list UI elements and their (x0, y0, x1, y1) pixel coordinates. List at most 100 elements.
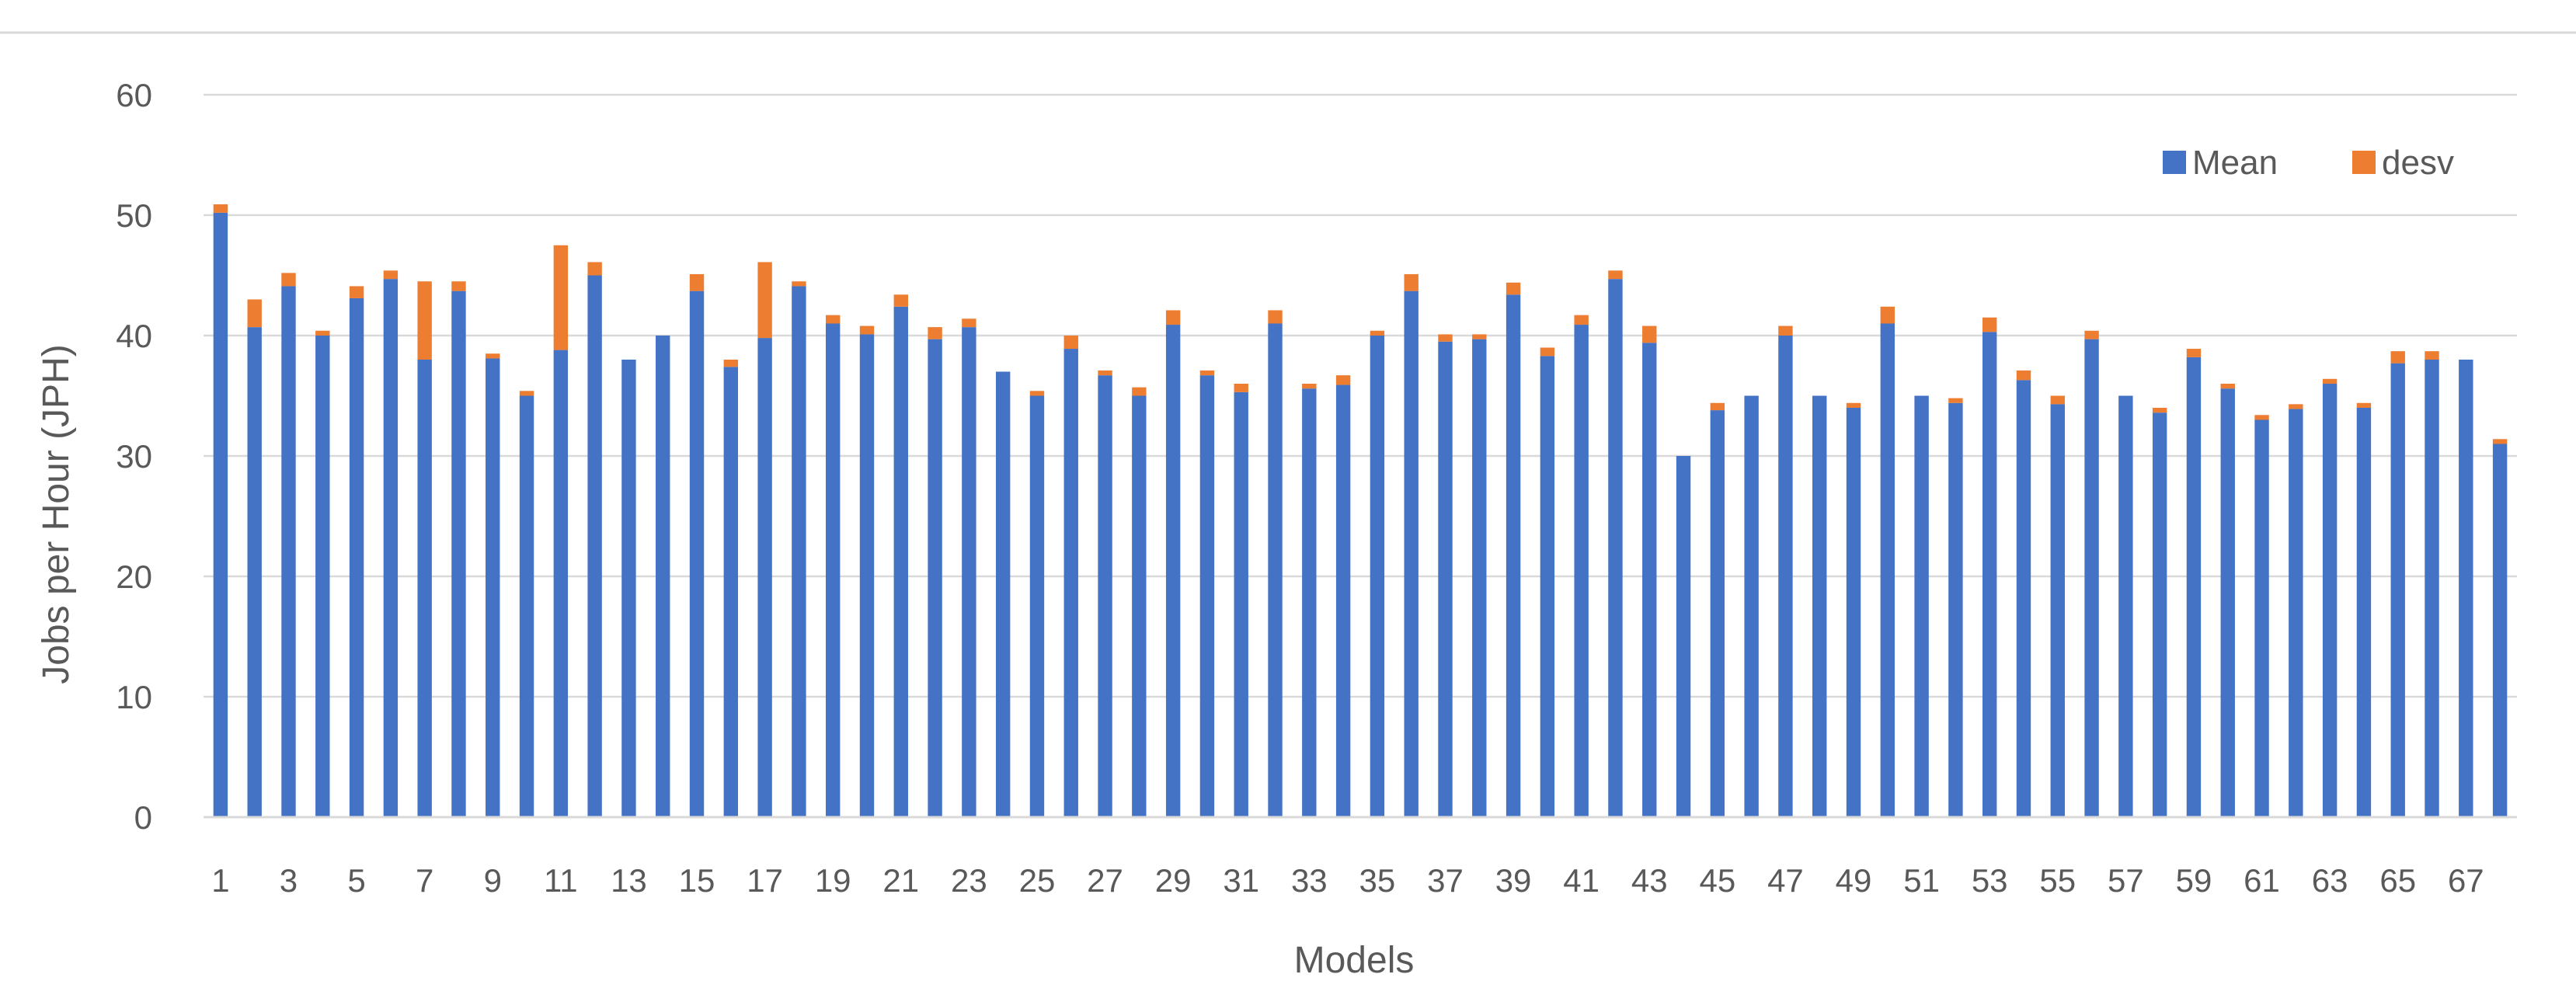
bar-mean (553, 350, 569, 818)
bar-desv (2289, 404, 2303, 409)
bar-mean (621, 360, 636, 817)
bar-mean (656, 336, 670, 817)
bar-desv (928, 327, 942, 339)
bar-desv (281, 273, 296, 287)
bar-mean (1302, 388, 1317, 817)
bar-desv (1642, 325, 1657, 343)
bar-desv (1778, 325, 1793, 336)
x-tick-label: 5 (347, 862, 365, 899)
bar-mean (1472, 339, 1487, 817)
bar-desv (1948, 398, 1963, 403)
bar-desv (1234, 384, 1248, 392)
bar-mean (2050, 404, 2065, 817)
bar-mean (383, 279, 399, 817)
bar-desv (1098, 370, 1112, 376)
bar-desv (2084, 330, 2099, 339)
bar-desv (1335, 375, 1351, 385)
bar-desv (451, 281, 466, 291)
bar-desv (1302, 384, 1317, 389)
x-tick-label: 41 (1563, 862, 1600, 899)
bar-mean (1846, 408, 1861, 817)
bar-desv (1608, 270, 1623, 280)
bar-mean (757, 338, 772, 818)
bar-mean (1812, 395, 1827, 817)
bar-mean (519, 395, 534, 817)
bar-mean (486, 358, 500, 817)
bar-mean (825, 323, 841, 817)
y-axis-title: Jobs per Hour (JPH) (36, 344, 77, 684)
bar-desv (349, 286, 364, 298)
bar-mean (1744, 395, 1759, 817)
x-axis-title: Models (1294, 940, 1415, 981)
bar-desv (417, 281, 432, 360)
bar-mean (2356, 408, 2372, 817)
x-tick-label: 33 (1291, 862, 1328, 899)
bar-mean (2016, 380, 2031, 818)
bar-desv (2220, 384, 2235, 389)
x-tick-label: 31 (1223, 862, 1259, 899)
y-tick-label: 60 (116, 77, 152, 113)
x-tick-label: 63 (2312, 862, 2348, 899)
bars (213, 204, 2508, 818)
bar-desv (1540, 347, 1555, 357)
y-tick-label: 20 (116, 558, 152, 595)
bar-mean (1370, 336, 1385, 817)
bar-desv (689, 273, 705, 291)
bar-desv (1370, 330, 1385, 336)
x-tick-label: 25 (1019, 862, 1056, 899)
bar-desv (2050, 395, 2065, 405)
bar-desv (2186, 349, 2202, 357)
x-tick-label: 35 (1359, 862, 1396, 899)
bar-mean (2118, 395, 2133, 817)
x-tick-label: 7 (416, 862, 433, 899)
bar-desv (1438, 334, 1453, 342)
x-tick-label: 39 (1495, 862, 1532, 899)
bar-mean (587, 275, 602, 817)
bar-desv (893, 294, 908, 307)
bar-mean (1132, 395, 1147, 817)
bar-desv (859, 325, 875, 335)
bar-mean (349, 297, 364, 817)
x-tick-label: 27 (1087, 862, 1123, 899)
bar-desv (486, 353, 500, 359)
bar-desv (2322, 378, 2338, 384)
bar-mean (1676, 456, 1691, 817)
bar-mean (1982, 332, 1997, 818)
x-tick-label: 59 (2176, 862, 2212, 899)
bar-mean (2152, 412, 2167, 817)
bar-desv (2254, 415, 2269, 420)
x-tick-label: 9 (484, 862, 502, 899)
bar-desv (247, 299, 262, 328)
bar-desv (723, 360, 739, 367)
bar-mean (995, 371, 1011, 817)
bar-mean (1199, 375, 1215, 817)
bar-mean (1438, 341, 1453, 817)
bar-mean (281, 286, 296, 817)
bar-desv (1063, 336, 1078, 350)
bar-mean (1710, 410, 1725, 817)
x-tick-label: 57 (2108, 862, 2144, 899)
x-tick-label: 11 (544, 862, 578, 899)
bar-mean (2289, 409, 2303, 817)
bar-desv (587, 262, 602, 276)
bar-desv (1165, 310, 1181, 325)
bar-mean (2390, 363, 2405, 817)
bar-mean (1914, 395, 1929, 817)
bar-desv (2016, 370, 2031, 381)
y-tick-label: 40 (116, 318, 152, 354)
bar-desv (1472, 334, 1487, 339)
bar-mean (1506, 294, 1521, 817)
bar-mean (1063, 349, 1078, 817)
bar-mean (247, 327, 262, 817)
x-tick-label: 65 (2379, 862, 2416, 899)
x-tick-label: 53 (1972, 862, 2008, 899)
bar-desv (1199, 370, 1215, 376)
bar-mean (1335, 384, 1351, 817)
bar-mean (689, 291, 705, 817)
bar-mean (2220, 388, 2235, 817)
bar-desv (2390, 351, 2405, 364)
legend-label-desv: desv (2382, 144, 2454, 182)
bar-mean (893, 306, 908, 817)
x-tick-label: 37 (1427, 862, 1464, 899)
